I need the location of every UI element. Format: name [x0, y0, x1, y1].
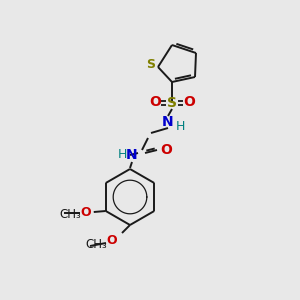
Text: H: H	[117, 148, 127, 161]
Text: CH₃: CH₃	[59, 208, 81, 220]
Text: O: O	[160, 143, 172, 157]
Text: S: S	[167, 96, 177, 110]
Text: N: N	[126, 148, 138, 162]
Text: O: O	[107, 235, 117, 248]
Text: CH₃: CH₃	[85, 238, 107, 251]
Text: O: O	[183, 95, 195, 109]
Text: O: O	[149, 95, 161, 109]
Text: H: H	[175, 121, 185, 134]
Text: N: N	[162, 115, 174, 129]
Text: O: O	[80, 206, 91, 220]
Text: S: S	[146, 58, 155, 71]
